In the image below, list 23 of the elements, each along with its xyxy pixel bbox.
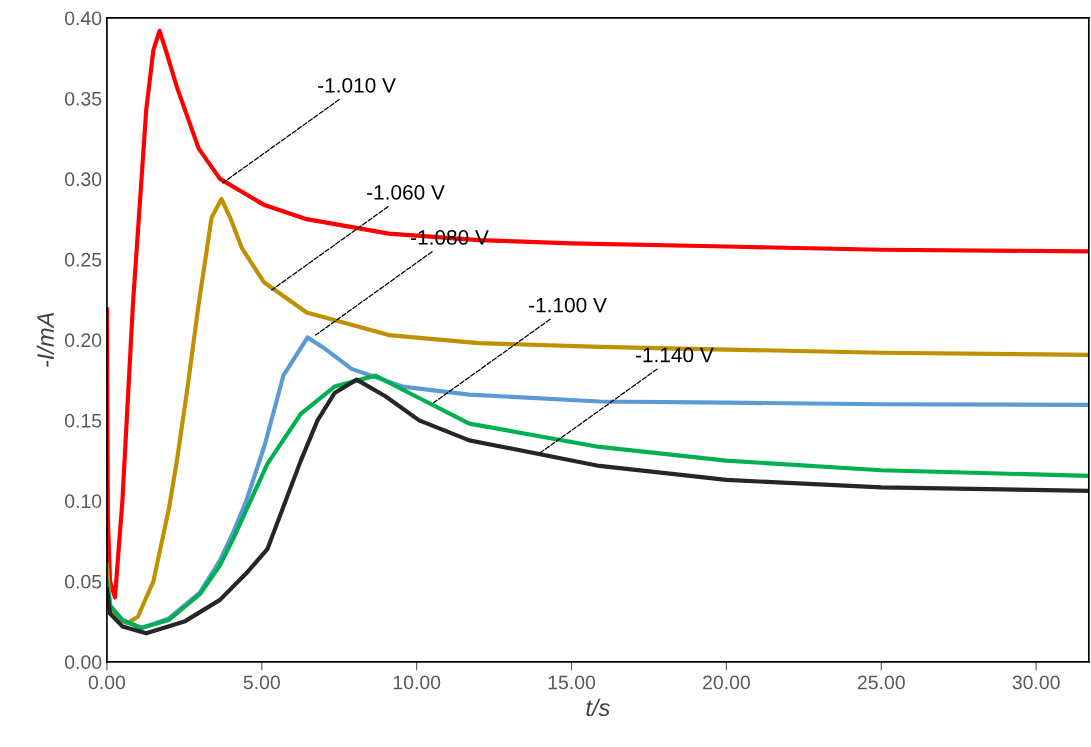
y-tick-label: 0.40 <box>64 11 102 26</box>
x-tick-label: 0.00 <box>88 675 126 690</box>
annotation: -1.010 V <box>318 77 396 93</box>
y-axis-title: -I/mA <box>36 312 54 367</box>
x-tick-label: 30.00 <box>1012 675 1060 690</box>
x-tick-label: 10.00 <box>393 675 441 690</box>
y-tick-label: 0.20 <box>64 333 102 348</box>
y-tick-label: 0.10 <box>64 494 102 509</box>
y-tick-label: 0.35 <box>64 91 102 106</box>
annotation: -1.100 V <box>529 297 607 313</box>
annotation: -1.060 V <box>367 185 445 200</box>
y-tick-label: 0.00 <box>64 655 102 670</box>
line-series <box>106 28 1089 600</box>
x-tick-label: 25.00 <box>857 675 905 690</box>
x-tick-label: 15.00 <box>548 675 596 690</box>
y-tick-label: 0.30 <box>64 172 102 187</box>
y-tick-label: 0.25 <box>64 252 102 267</box>
y-tick-label: 0.05 <box>64 574 102 589</box>
y-tick-label: 0.15 <box>64 413 102 428</box>
x-tick-label: 20.00 <box>703 675 750 690</box>
x-tick-label: 5.00 <box>243 675 280 690</box>
x-axis-title: t/s <box>586 698 610 717</box>
annotation: -1.140 V <box>635 347 714 363</box>
